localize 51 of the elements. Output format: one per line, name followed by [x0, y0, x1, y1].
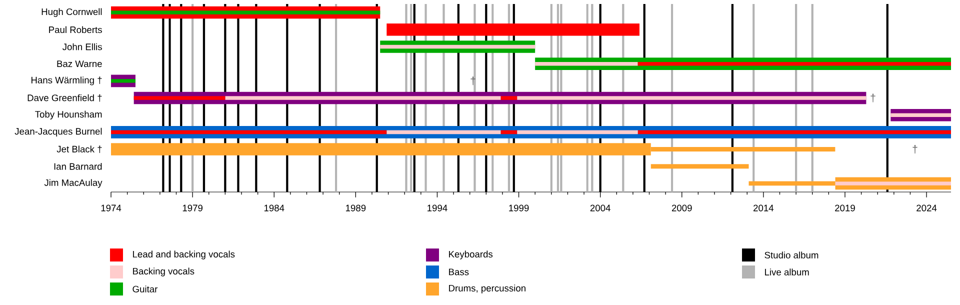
bar	[638, 62, 951, 66]
bar	[225, 96, 501, 100]
bar	[386, 23, 640, 36]
legend-label: Drums, percussion	[449, 284, 526, 294]
bar	[835, 182, 951, 186]
y-tick-label: Toby Hounsham	[35, 110, 102, 120]
y-tick-label: Jim MacAulay	[44, 179, 102, 188]
bar	[111, 130, 387, 134]
bar	[638, 130, 951, 134]
bar	[500, 130, 518, 134]
x-tick-label: 2004	[590, 204, 610, 212]
annotation: †	[870, 94, 876, 102]
y-tick-label: John Ellis	[62, 43, 102, 50]
x-tick-label: 1984	[264, 204, 284, 212]
x-tick-label: 2019	[835, 204, 855, 212]
y-tick-label: Dave Greenfield †	[28, 94, 102, 102]
annotation: †	[470, 76, 476, 86]
annotation: †	[912, 145, 918, 154]
bar	[386, 130, 501, 134]
y-tick-label: Hugh Cornwell	[42, 8, 102, 17]
bar	[650, 164, 749, 169]
y-tick-label: Jet Black †	[56, 146, 102, 153]
legend-label: Backing vocals	[133, 268, 194, 276]
legend-label: Bass	[449, 268, 469, 276]
x-tick-label: 2014	[754, 204, 774, 212]
legend-label: Guitar	[132, 286, 158, 292]
bar	[517, 96, 866, 100]
bar	[380, 44, 536, 49]
legend-label: Studio album	[764, 252, 818, 258]
x-tick-label: 1989	[346, 204, 366, 212]
legend-label: Keyboards	[449, 250, 493, 260]
bar	[890, 113, 951, 117]
y-tick-label: Jean-Jacques Burnel	[14, 128, 102, 137]
y-tick-label: Hans Wärmling †	[31, 76, 102, 86]
x-tick-label: 1999	[509, 204, 529, 212]
legend-label: Lead and backing vocals	[133, 250, 235, 260]
legend-label: Live album	[765, 268, 809, 276]
bar	[517, 130, 638, 134]
x-tick-label: 1979	[182, 204, 202, 212]
bar	[134, 96, 226, 100]
x-tick-label: 1974	[101, 204, 122, 212]
bar	[500, 96, 518, 100]
x-tick-label: 2024	[916, 204, 937, 212]
y-tick-label: Ian Barnard	[54, 162, 102, 170]
bar	[111, 10, 380, 14]
y-tick-label: Baz Warne	[57, 60, 102, 68]
x-tick-label: 1994	[428, 204, 448, 212]
x-tick-label: 2009	[672, 204, 692, 212]
bar	[535, 62, 638, 66]
bar	[111, 79, 136, 83]
y-tick-label: Paul Roberts	[49, 26, 102, 34]
